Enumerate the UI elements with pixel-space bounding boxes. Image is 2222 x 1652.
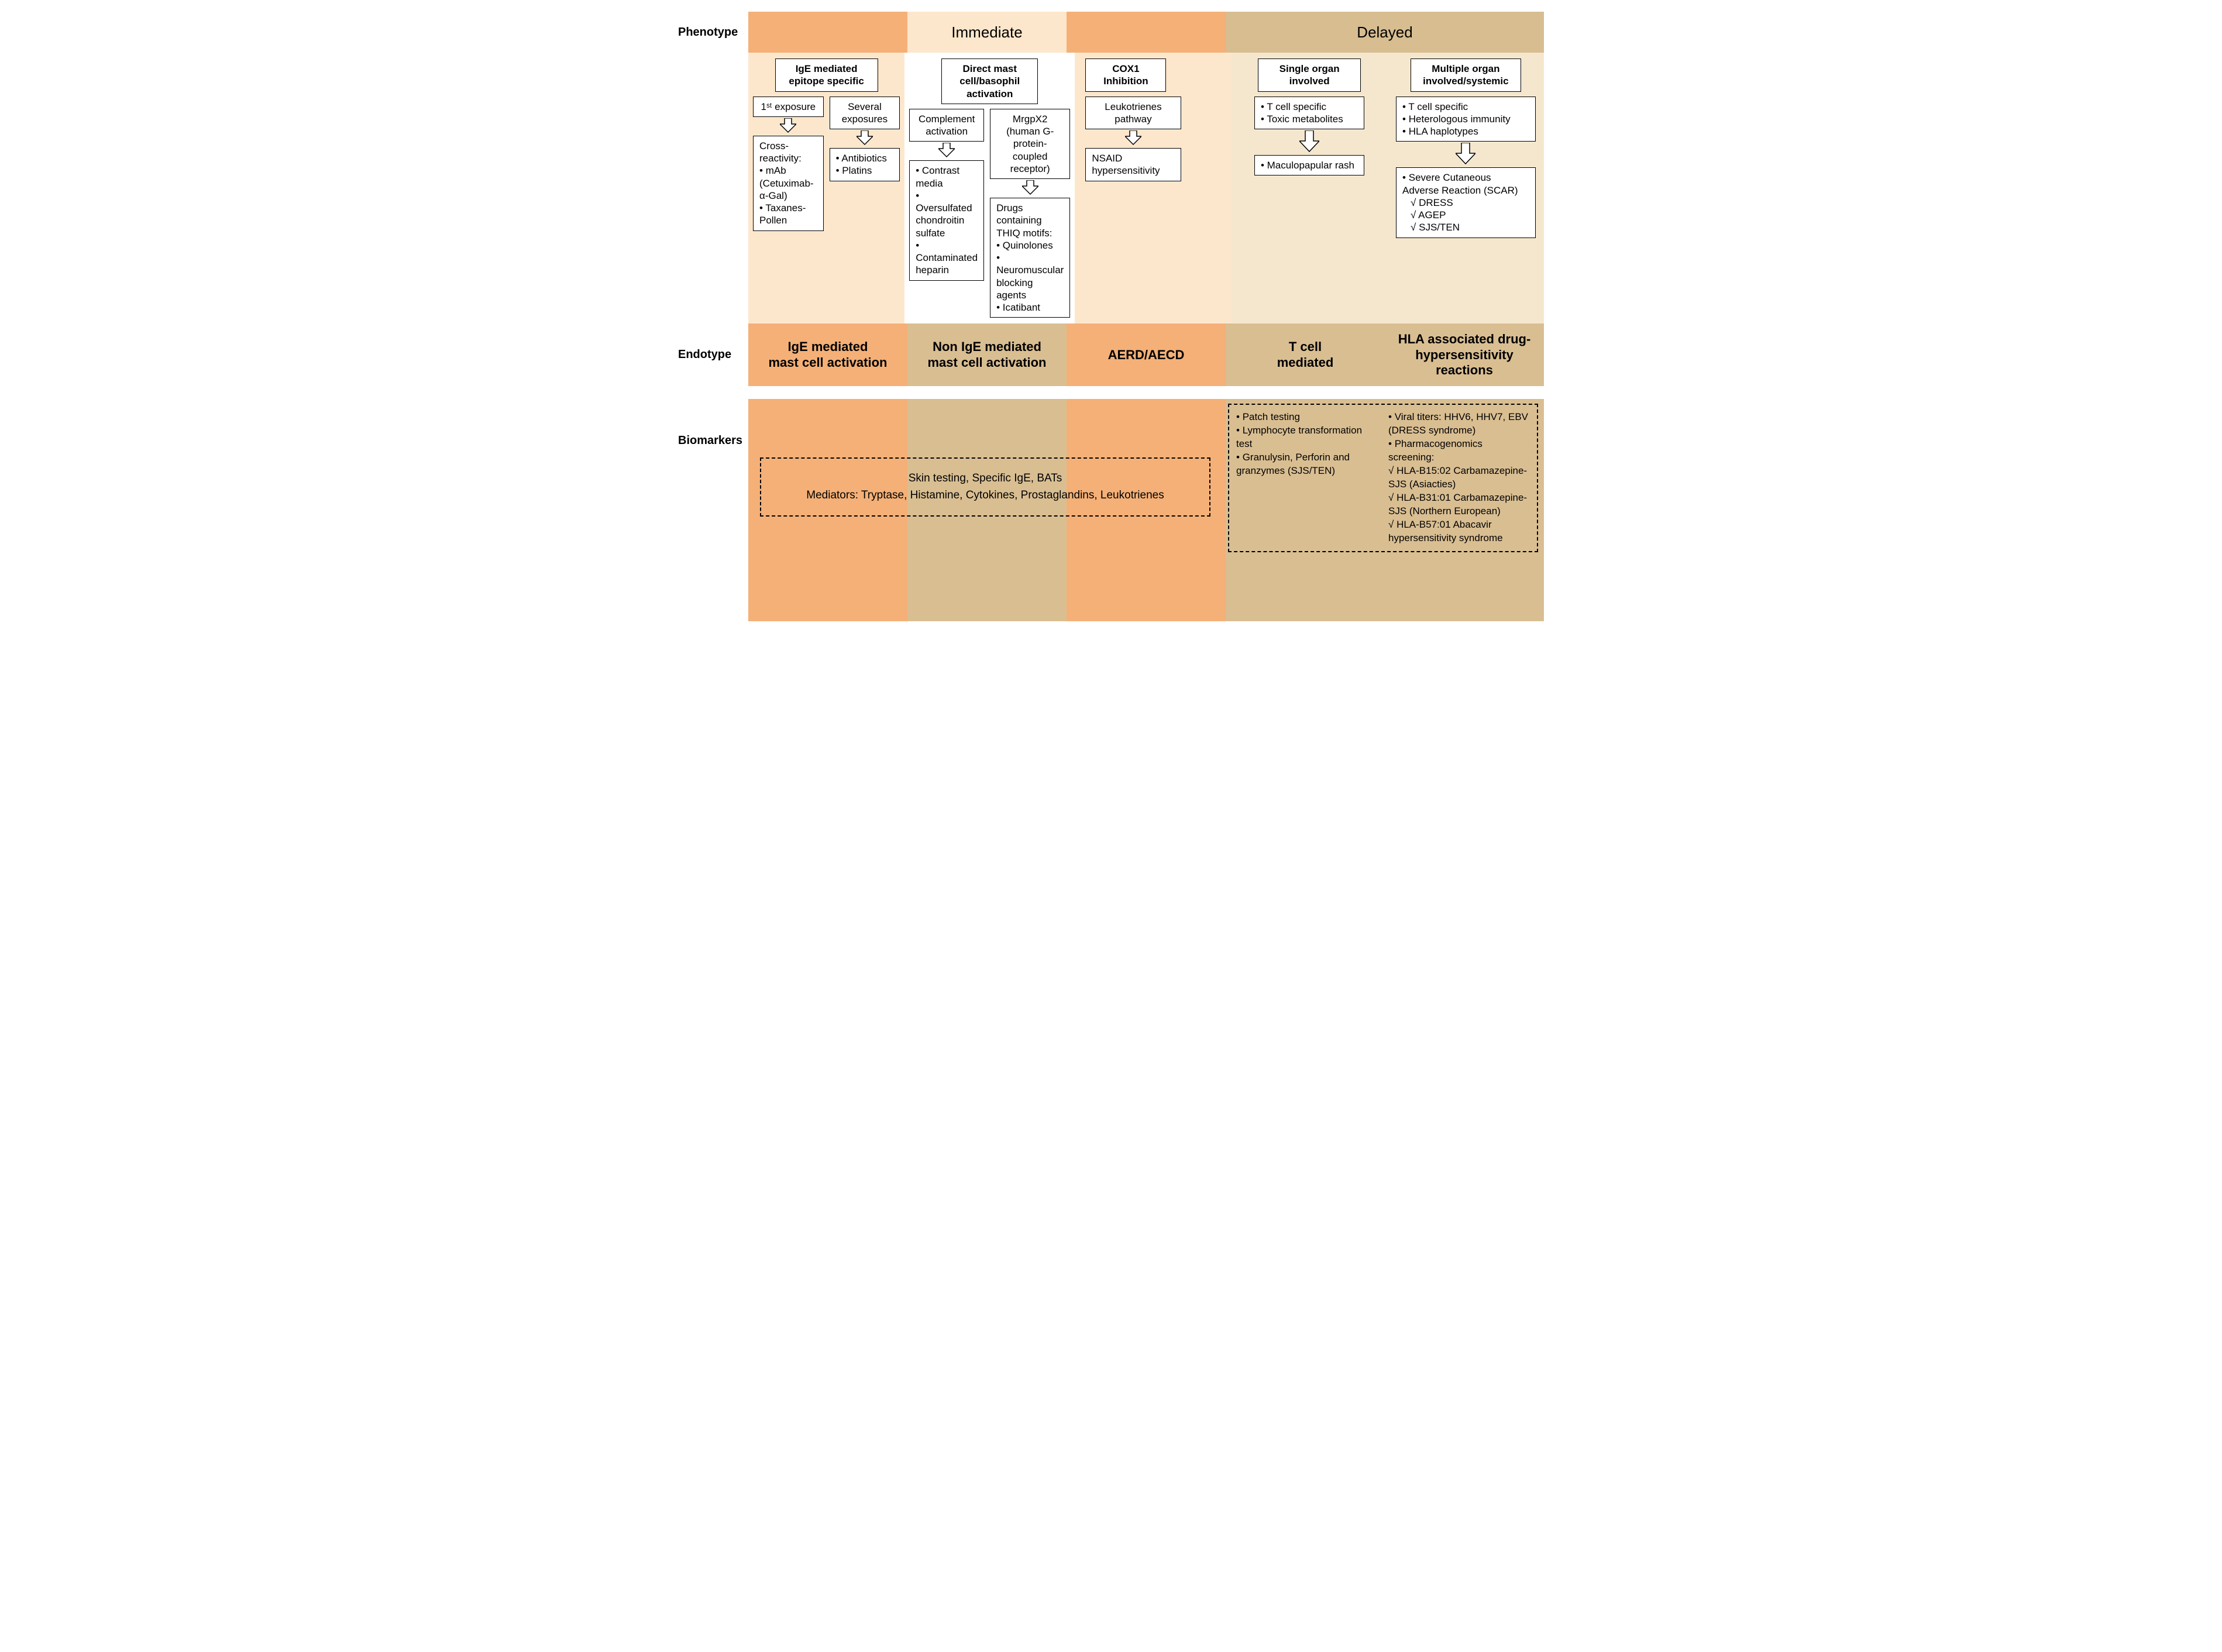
text: HLA haplotypes: [1402, 125, 1529, 137]
text: SJS/TEN: [1402, 221, 1529, 233]
text: AGEP: [1402, 209, 1529, 221]
text: T cell specific: [1261, 101, 1358, 113]
arrow-icon: [1085, 130, 1181, 146]
text: Non IgE mediated mast cell activation: [928, 339, 1047, 370]
phenotype-spacer: [1067, 12, 1226, 53]
text: Maculopapular rash: [1261, 159, 1358, 171]
phenotype-spacer: [748, 12, 907, 53]
col1-left-sub: 1ˢᵗ exposure: [753, 97, 824, 117]
text: HLA-B57:01 Abacavir hypersensitivity syn…: [1388, 518, 1530, 545]
col2-title: Direct mast cell/basophil activation: [941, 58, 1038, 104]
text: Skin testing, Specific IgE, BATs: [779, 470, 1192, 487]
text: Contrast media: [916, 164, 978, 190]
col1-title-text: IgE mediated epitope specific: [789, 63, 864, 87]
col-multiple-organ: Multiple organ involved/systemic T cell …: [1388, 53, 1544, 323]
text: T cell mediated: [1277, 339, 1334, 370]
arrow-icon: [1396, 143, 1536, 165]
arrow-icon: [1254, 130, 1364, 153]
biomarkers-row: Biomarkers Skin testing, Specific IgE, B…: [678, 399, 1544, 621]
phenotype-immediate: Immediate: [907, 12, 1067, 53]
endotype-row: Endotype IgE mediated mast cell activati…: [678, 323, 1544, 386]
col4-title: Single organ involved: [1258, 58, 1361, 92]
text: mAb (Cetuximab-α-Gal): [759, 164, 817, 202]
text: Granulysin, Perforin and granzymes (SJS/…: [1236, 451, 1378, 478]
col5-result: Severe Cutaneous Adverse Reaction (SCAR)…: [1396, 167, 1536, 238]
bm-right-colB: Viral titers: HHV6, HHV7, EBV (DRESS syn…: [1388, 411, 1530, 545]
biomarkers-delayed-box: Patch testing Lymphocyte transformation …: [1228, 404, 1538, 552]
row-label-phenotype: Phenotype: [678, 12, 748, 53]
col2-left-result: Contrast media Oversulfated chondroitin …: [909, 160, 984, 280]
biomarkers-immediate-box: Skin testing, Specific IgE, BATs Mediato…: [760, 457, 1210, 517]
text: Oversulfated chondroitin sulfate: [916, 190, 978, 239]
text: Toxic metabolites: [1261, 113, 1358, 125]
col-single-organ: Single organ involved T cell specific To…: [1232, 53, 1388, 323]
endotype-c2: Non IgE mediated mast cell activation: [907, 323, 1067, 386]
phenotype-delayed: Delayed: [1226, 12, 1544, 53]
col2-left-sub: Complement activation: [909, 109, 984, 142]
col3-result: NSAID hypersensitivity: [1085, 148, 1181, 181]
col1-left-result: Cross-reactivity: mAb (Cetuximab-α-Gal) …: [753, 136, 824, 231]
col3-title: COX1 Inhibition: [1085, 58, 1166, 92]
text: Cross-reactivity:: [759, 140, 817, 165]
text: Antibiotics: [836, 152, 894, 164]
col4-sub: T cell specific Toxic metabolites: [1254, 97, 1364, 130]
text: Platins: [836, 164, 894, 177]
text: Quinolones: [996, 239, 1064, 252]
text: DRESS: [1402, 197, 1529, 209]
text: Patch testing: [1236, 411, 1378, 424]
arrow-icon: [753, 118, 824, 133]
col2-right-sub: MrgpX2 (human G-protein-coupled receptor…: [990, 109, 1070, 179]
col-ige-mediated: IgE mediated epitope specific 1ˢᵗ exposu…: [748, 53, 904, 323]
text: Drugs containing THIQ motifs:: [996, 202, 1064, 239]
endotype-c5: HLA associated drug-hypersensitivity rea…: [1385, 323, 1544, 386]
col2-right-result: Drugs containing THIQ motifs: Quinolones…: [990, 198, 1070, 318]
text: Icatibant: [996, 301, 1064, 314]
col1-right-sub: Several exposures: [830, 97, 900, 130]
text: Pharmacogenomics screening:: [1388, 438, 1530, 464]
col-direct-mast: Direct mast cell/basophil activation Com…: [904, 53, 1075, 323]
text: Severe Cutaneous Adverse Reaction (SCAR): [1402, 171, 1529, 197]
col4-result: Maculopapular rash: [1254, 155, 1364, 175]
arrow-icon: [990, 180, 1070, 195]
arrow-icon: [830, 130, 900, 146]
text: HLA-B15:02 Carbamazepine-SJS (Asiacties): [1388, 464, 1530, 491]
col1-right-result: Antibiotics Platins: [830, 148, 900, 181]
text: Taxanes-Pollen: [759, 202, 817, 227]
endotype-c1: IgE mediated mast cell activation: [748, 323, 907, 386]
endotype-c4: T cell mediated: [1226, 323, 1385, 386]
bm-right-colA: Patch testing Lymphocyte transformation …: [1236, 411, 1378, 545]
text: Contaminated heparin: [916, 239, 978, 277]
text: IgE mediated mast cell activation: [769, 339, 888, 370]
text: Mediators: Tryptase, Histamine, Cytokine…: [779, 487, 1192, 504]
row-label-endotype: Endotype: [678, 323, 748, 386]
endotype-c3: AERD/AECD: [1067, 323, 1226, 386]
mechanism-row: IgE mediated epitope specific 1ˢᵗ exposu…: [678, 53, 1544, 323]
text: T cell specific: [1402, 101, 1529, 113]
text: Lymphocyte transformation test: [1236, 424, 1378, 451]
hypersensitivity-figure: Phenotype Immediate Delayed IgE mediated…: [678, 12, 1544, 621]
row-label-biomarkers: Biomarkers: [678, 399, 748, 621]
col-cox1: COX1 Inhibition Leukotrienes pathway NSA…: [1075, 53, 1231, 323]
text: Neuromuscular blocking agents: [996, 252, 1064, 301]
col1-title: IgE mediated epitope specific: [775, 58, 878, 92]
text: HLA-B31:01 Carbamazepine-SJS (Northern E…: [1388, 491, 1530, 518]
row-label-empty: [678, 53, 748, 323]
phenotype-header-row: Phenotype Immediate Delayed: [678, 12, 1544, 53]
arrow-icon: [909, 143, 984, 158]
text: Viral titers: HHV6, HHV7, EBV (DRESS syn…: [1388, 411, 1530, 438]
col5-title: Multiple organ involved/systemic: [1411, 58, 1521, 92]
col3-sub: Leukotrienes pathway: [1085, 97, 1181, 130]
text: Heterologous immunity: [1402, 113, 1529, 125]
col5-sub: T cell specific Heterologous immunity HL…: [1396, 97, 1536, 142]
